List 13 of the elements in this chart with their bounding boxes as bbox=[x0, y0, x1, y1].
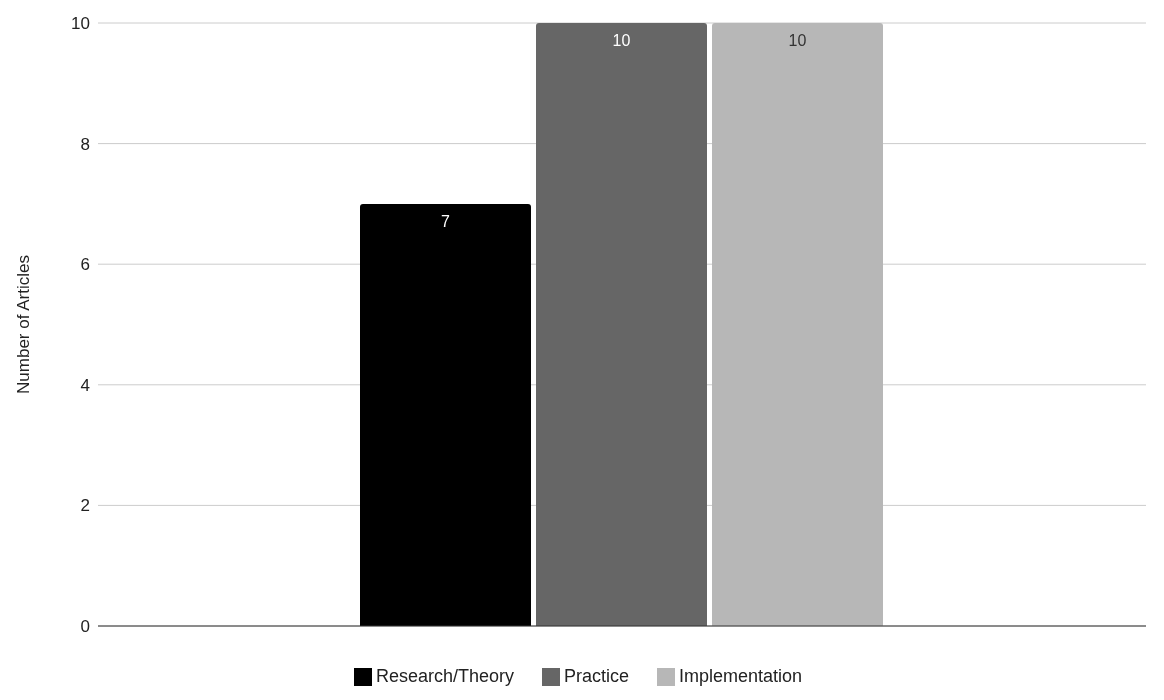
y-tick-label: 6 bbox=[80, 255, 90, 275]
y-tick-label: 10 bbox=[71, 14, 90, 34]
data-label: 10 bbox=[788, 32, 807, 50]
y-axis-title: Number of Articles bbox=[14, 255, 34, 394]
data-label: 7 bbox=[441, 213, 451, 231]
data-label: 10 bbox=[612, 32, 631, 50]
y-tick-label: 0 bbox=[80, 617, 90, 637]
legend-label: Research/Theory bbox=[375, 666, 514, 686]
y-tick-label: 8 bbox=[80, 134, 90, 154]
y-tick-label: 2 bbox=[80, 496, 90, 516]
legend-label: Practice bbox=[563, 666, 629, 686]
y-tick-label: 4 bbox=[80, 375, 90, 395]
legend-label: Implementation bbox=[679, 666, 803, 686]
